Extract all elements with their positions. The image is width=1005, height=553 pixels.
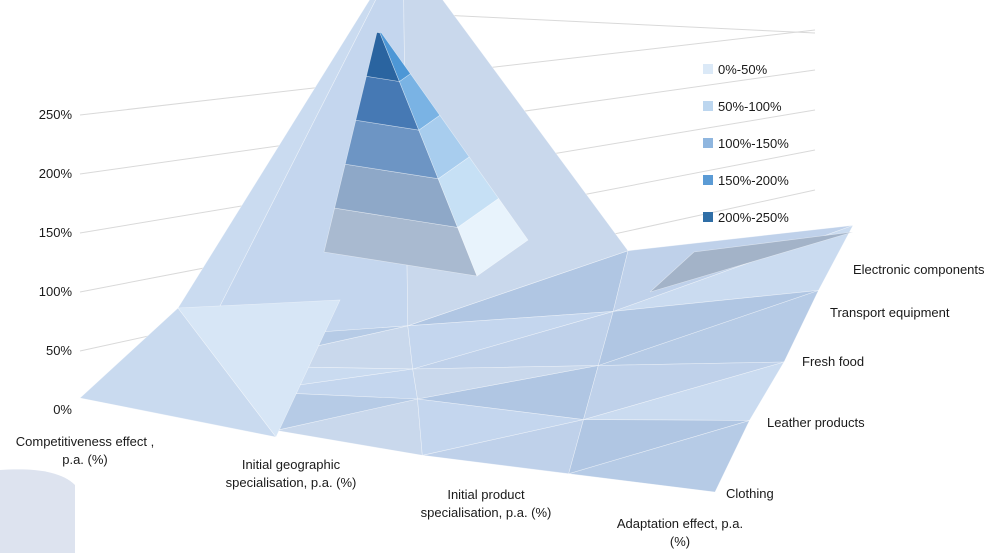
depth-category-label: Electronic components	[853, 262, 985, 277]
depth-category-label: Clothing	[726, 486, 774, 501]
surface-facet	[177, 299, 341, 438]
x-axis-labels: Competitiveness effect , p.a. (%) Initial…	[16, 434, 743, 549]
x-category-label-line: Adaptation effect, p.a.	[617, 516, 743, 531]
legend-swatch	[703, 101, 713, 111]
y-tick-label: 0%	[53, 402, 72, 417]
x-category-label-line: specialisation, p.a. (%)	[226, 475, 357, 490]
x-category-label-line: Competitiveness effect ,	[16, 434, 155, 449]
depth-axis-labels: Clothing Leather products Fresh food Tra…	[726, 262, 985, 501]
legend-swatch	[703, 175, 713, 185]
y-tick-label: 250%	[39, 107, 73, 122]
decorative-corner-shape	[0, 469, 75, 553]
legend: 0%-50% 50%-100% 100%-150% 150%-200% 200%-250…	[703, 62, 789, 225]
x-category-label-line: p.a. (%)	[62, 452, 108, 467]
y-axis-tick-labels: 0% 50% 100% 150% 200% 250%	[39, 107, 73, 417]
depth-category-label: Fresh food	[802, 354, 864, 369]
legend-swatch	[703, 212, 713, 222]
surface-facet	[407, 311, 614, 370]
surface-facet	[597, 290, 819, 366]
surface-facet	[417, 398, 584, 456]
x-category-label: Adaptation effect, p.a. (%)	[617, 516, 743, 549]
x-category-label: Initial geographic specialisation, p.a. (…	[226, 457, 357, 490]
legend-swatch	[703, 138, 713, 148]
depth-category-label: Transport equipment	[830, 305, 950, 320]
y-tick-label: 50%	[46, 343, 72, 358]
x-category-label-line: specialisation, p.a. (%)	[421, 505, 552, 520]
depth-category-label: Leather products	[767, 415, 865, 430]
x-category-label-line: (%)	[670, 534, 690, 549]
surface-plot	[79, 0, 854, 493]
peak-side-band	[379, 31, 411, 82]
legend-label: 50%-100%	[718, 99, 782, 114]
x-category-label: Initial product specialisation, p.a. (%)	[421, 487, 552, 520]
legend-swatch	[703, 64, 713, 74]
legend-label: 200%-250%	[718, 210, 789, 225]
x-category-label-line: Initial product	[447, 487, 525, 502]
surface-facet	[568, 419, 750, 475]
surface-facet	[583, 361, 785, 421]
legend-label: 150%-200%	[718, 173, 789, 188]
legend-label: 0%-50%	[718, 62, 768, 77]
y-tick-label: 150%	[39, 225, 73, 240]
x-category-label: Competitiveness effect , p.a. (%)	[16, 434, 155, 467]
x-category-label-line: Initial geographic	[242, 457, 341, 472]
y-tick-label: 200%	[39, 166, 73, 181]
surface-facet	[412, 365, 599, 400]
y-tick-label: 100%	[39, 284, 73, 299]
legend-label: 100%-150%	[718, 136, 789, 151]
surface-facet	[649, 231, 854, 293]
